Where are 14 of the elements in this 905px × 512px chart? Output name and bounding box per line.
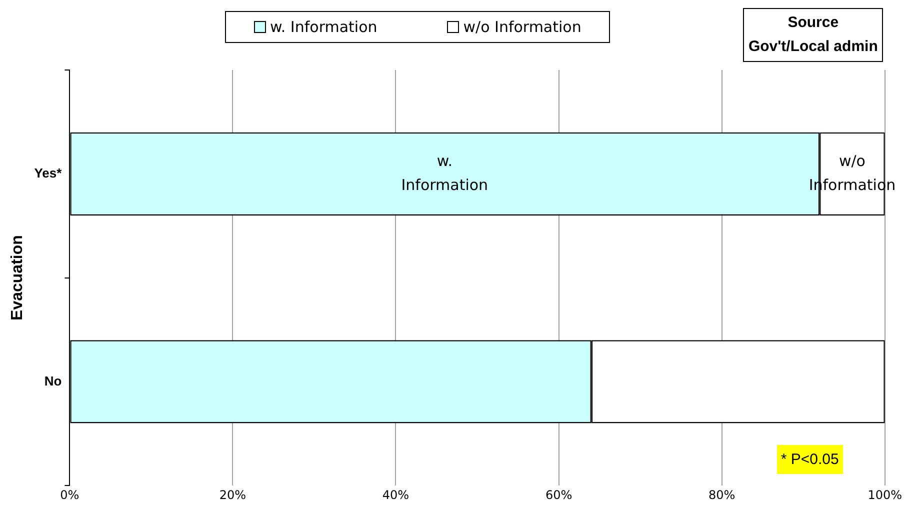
text: w/o Information [463,18,582,36]
y-tick-label: Yes* [34,165,63,180]
y-axis-title: Evacuation [9,235,26,320]
source-note: Source Gov't/Local admin [743,8,883,62]
y-tick-label: No [44,373,62,388]
text: w. Information [401,152,488,194]
legend-label: w. Information [270,18,378,36]
x-tick-label: 0% [60,488,80,502]
x-tick-label: 80% [708,488,736,502]
x-tick-label: 60% [545,488,572,502]
x-tick-label: 40% [382,488,410,502]
x-tick-label: 20% [219,488,246,502]
annotation: * P<0.05 [776,444,843,474]
x-tick-label: 100% [868,488,902,502]
